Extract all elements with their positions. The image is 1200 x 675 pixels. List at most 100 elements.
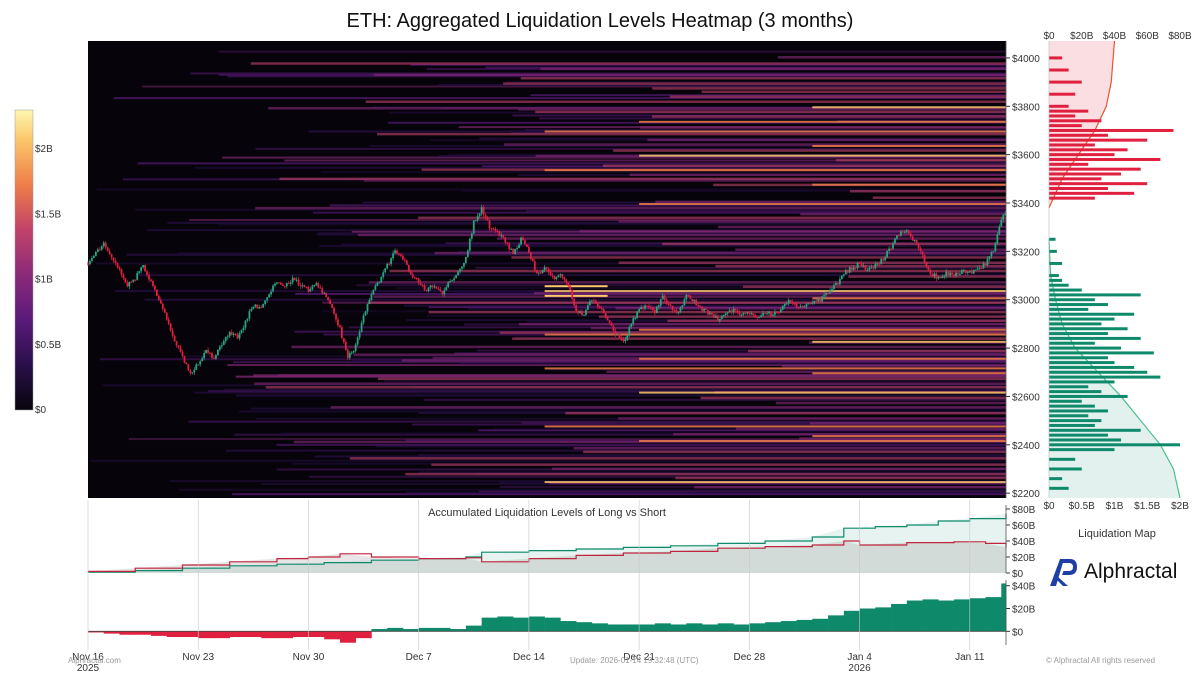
- candle-body: [827, 293, 829, 295]
- heatmap-panel: $2200 $2400 $2600 $2800 $3000 $3200 $3400 $3600…: [87, 41, 1040, 500]
- candle-body: [305, 286, 308, 288]
- candle-body: [494, 229, 497, 231]
- price-tick-label: $2400: [1012, 441, 1040, 452]
- heat-band: [669, 95, 1006, 98]
- candle-body: [140, 267, 143, 272]
- candle-body: [299, 285, 302, 287]
- candle-body: [858, 262, 861, 264]
- heat-band: [167, 221, 1006, 224]
- candle-body: [756, 316, 759, 318]
- candle-body: [870, 267, 873, 269]
- candle-body: [671, 305, 674, 311]
- candle-body: [579, 311, 581, 313]
- time-tick-label: Jan 11: [955, 652, 985, 663]
- candle-body: [94, 251, 97, 256]
- candle-body: [496, 230, 499, 232]
- candle-body: [490, 228, 493, 230]
- candle-body: [356, 337, 359, 345]
- price-tick-label: $2800: [1012, 344, 1040, 355]
- heat-band: [218, 50, 1006, 53]
- candle-body: [992, 251, 995, 253]
- long-liquidation-bar: [1049, 467, 1082, 471]
- long-liquidation-bar: [1049, 423, 1095, 427]
- candle-body: [734, 308, 737, 311]
- candle-body: [96, 249, 99, 252]
- heat-band: [458, 362, 1006, 365]
- time-tick-label: Jan 4: [847, 652, 872, 663]
- candle-body: [720, 315, 723, 319]
- candle-body: [451, 280, 454, 282]
- heat-band-strong: [544, 367, 1006, 370]
- time-tick-year: 2025: [77, 663, 100, 674]
- candle-body: [256, 304, 259, 309]
- candle-body: [520, 237, 522, 245]
- heat-band: [478, 490, 1006, 493]
- accumulated-long-short-panel: $0 $20B $40B $60B $80B: [88, 505, 1036, 580]
- heat-band-strong: [812, 340, 1006, 343]
- candle-body: [598, 306, 601, 309]
- heat-band: [265, 386, 1006, 389]
- difference-bar: [450, 629, 467, 632]
- watermark: Alphractal.com: [68, 656, 121, 665]
- candle-body: [966, 272, 969, 274]
- long-liquidation-bar: [1049, 317, 1115, 321]
- candle-body: [358, 331, 361, 338]
- candle-body: [333, 307, 335, 314]
- heat-band: [411, 423, 1006, 426]
- short-liquidation-bar: [1049, 109, 1089, 113]
- candle-body: [311, 285, 314, 290]
- difference-bar: [497, 616, 514, 632]
- candle-body: [266, 297, 269, 301]
- candle-body: [549, 272, 552, 276]
- candle-body: [126, 282, 129, 287]
- heat-band: [227, 75, 1006, 78]
- time-tick-label: Dec 21: [623, 652, 655, 663]
- heat-band: [478, 429, 1006, 432]
- heat-band: [353, 353, 1006, 356]
- candle-body: [110, 253, 113, 258]
- candle-body: [903, 231, 906, 233]
- candle-body: [809, 303, 812, 305]
- candle-body: [829, 290, 831, 294]
- candle-body: [909, 233, 912, 237]
- heat-band: [250, 62, 1006, 65]
- candle-body: [838, 279, 841, 285]
- candle-body: [760, 315, 763, 318]
- difference-bar: [213, 631, 231, 639]
- candle-body: [527, 246, 530, 253]
- candle-body: [850, 267, 853, 271]
- heat-band: [629, 173, 1006, 177]
- difference-bar: [276, 631, 293, 639]
- candle-body: [155, 289, 158, 297]
- candle-body: [563, 277, 566, 280]
- liquidation-map-panel: $0 $20B $40B $60B $80B $0 $0.5B $1B $1.5B $2B: [1043, 31, 1192, 512]
- liquidation-map-label: Liquidation Map: [1078, 528, 1156, 540]
- candle-body: [740, 314, 743, 316]
- candle-body: [374, 285, 377, 290]
- heat-band: [368, 281, 1006, 284]
- candle-body: [150, 279, 152, 282]
- candle-body: [417, 278, 420, 283]
- heat-band: [640, 126, 1006, 129]
- long-liquidation-bar: [1049, 336, 1141, 340]
- sub1-tick-label: $0: [1012, 569, 1024, 580]
- long-liquidation-bar: [1049, 341, 1095, 345]
- candle-body: [860, 263, 863, 267]
- heat-band: [90, 459, 1006, 462]
- heat-band: [231, 493, 1006, 496]
- candle-body: [132, 279, 135, 282]
- candle-body: [238, 333, 241, 339]
- difference-bar: [465, 625, 482, 632]
- heat-band: [418, 471, 1006, 474]
- short-liquidation-bar: [1049, 138, 1148, 142]
- brand: Alphractal: [1048, 556, 1177, 588]
- candle-body: [683, 299, 686, 306]
- candle-body: [506, 242, 509, 244]
- heat-band: [647, 138, 1006, 142]
- heat-band: [233, 361, 1006, 364]
- candle-body: [439, 289, 442, 291]
- heat-band: [848, 275, 1006, 278]
- candle-body: [398, 253, 400, 255]
- heat-band: [496, 237, 1006, 240]
- heat-band: [777, 55, 1006, 59]
